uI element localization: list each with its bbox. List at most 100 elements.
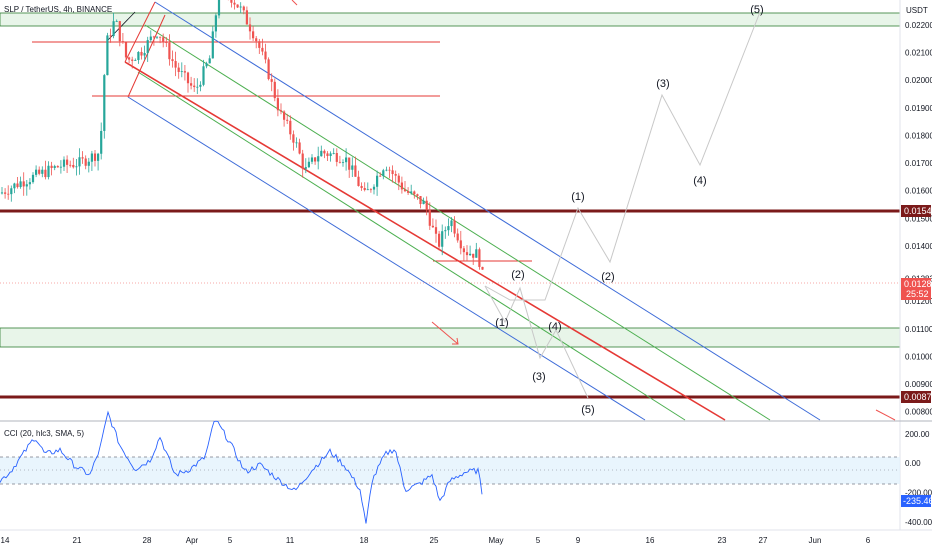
candle-body [410,191,413,193]
candle-body [310,157,314,162]
candle-body [444,230,447,232]
wave-label-bull-4: (4) [693,175,706,187]
candle-body [363,187,366,191]
candle-body [292,134,295,143]
candle-body [78,157,81,167]
candle-body [202,66,205,85]
time-tick-label: 11 [286,536,295,545]
candle-body [217,0,221,16]
candle-body [255,38,258,42]
support-low-value: 0.00877 [904,392,932,402]
candle-body [360,185,363,188]
price-tick-label: 0.01200 [905,297,932,306]
candle-body [211,31,214,59]
candlestick-series [0,0,484,270]
price-tick-label: 0.00900 [905,380,932,389]
candle-body [273,81,276,99]
candle-body [159,36,162,38]
time-tick-label: 27 [759,536,768,545]
candle-body [400,182,403,190]
candle-body [348,157,351,170]
candle-body [317,156,320,162]
candle-body [304,167,307,169]
candle-body [416,194,419,197]
candle-body [264,51,267,60]
wave-label-bear-2: (2) [511,269,524,281]
cci-value: -235.46 [903,496,932,506]
candle-body [199,84,202,87]
price-tick-label: 0.01400 [905,242,932,251]
candle-body [469,253,472,256]
candle-body [97,153,100,161]
candle-body [478,249,481,267]
candle-body [4,192,7,194]
cci-tick-label: -400.00 [905,518,932,527]
candle-body [25,184,28,187]
symbol-title[interactable]: SLP / TetherUS, 4h, BINANCE [4,5,112,14]
time-tick-label: 6 [866,536,871,545]
candle-body [369,189,372,191]
candle-body [354,165,357,177]
candle-body [168,42,171,60]
cci-value-tag [901,495,931,507]
candle-body [419,196,422,205]
time-tick-label: 25 [430,536,439,545]
candle-body [279,110,283,112]
time-tick-label: 23 [718,536,727,545]
candle-body [152,36,155,38]
price-tick-label: 0.01100 [905,325,932,334]
candle-body [109,35,112,37]
time-tick-label: 21 [73,536,82,545]
candle-body [214,15,217,32]
candle-body [252,31,255,39]
price-axis[interactable] [900,0,932,530]
candle-body [149,36,152,41]
candle-body [283,111,286,120]
candle-body [456,233,459,241]
candle-body [0,192,4,194]
candle-body [118,21,121,42]
candle-body [143,52,146,56]
time-axis[interactable]: 14 21 28 Apr 5 11 18 25 May 5 9 16 23 27 Jun 6 [1,536,871,545]
candle-body [267,59,270,80]
candle-body [276,98,279,111]
wave-label-bear-5: (5) [581,404,594,416]
wave-label-bull-3: (3) [656,78,669,90]
candle-body [447,226,450,231]
wave-label-bear-1: (1) [495,317,508,329]
candle-body [171,59,174,62]
candle-body [236,4,239,8]
candle-body [425,200,428,210]
candle-body [379,175,382,177]
candle-body [314,157,317,162]
wave-label-bear-4: (4) [548,321,561,333]
candle-body [413,191,416,195]
candle-body [391,170,394,175]
candle-body [62,159,66,167]
price-tick-label: 0.01900 [905,104,932,113]
bar-countdown: 25:52 [906,289,929,299]
candle-body [472,253,475,258]
candle-body [131,59,134,61]
candle-body [50,165,53,168]
candle-body [180,71,183,72]
cci-title[interactable]: CCI (20, hlc3, SMA, 5) [4,429,84,438]
candle-body [72,164,75,168]
down-arrow-icon [875,409,896,421]
time-tick-label: 28 [143,536,152,545]
candle-body [112,21,115,37]
candle-body [345,157,348,163]
candle-body [261,47,264,52]
down-arrow-icon [291,0,298,6]
wave-label-bull-5: (5) [750,4,763,16]
candle-body [351,165,354,170]
candle-body [382,170,385,177]
candle-body [193,85,196,88]
price-tick-label: 0.02000 [905,76,932,85]
candle-body [84,158,87,166]
candle-body [16,183,19,188]
time-tick-label: Apr [186,536,199,545]
candle-body [19,181,22,188]
